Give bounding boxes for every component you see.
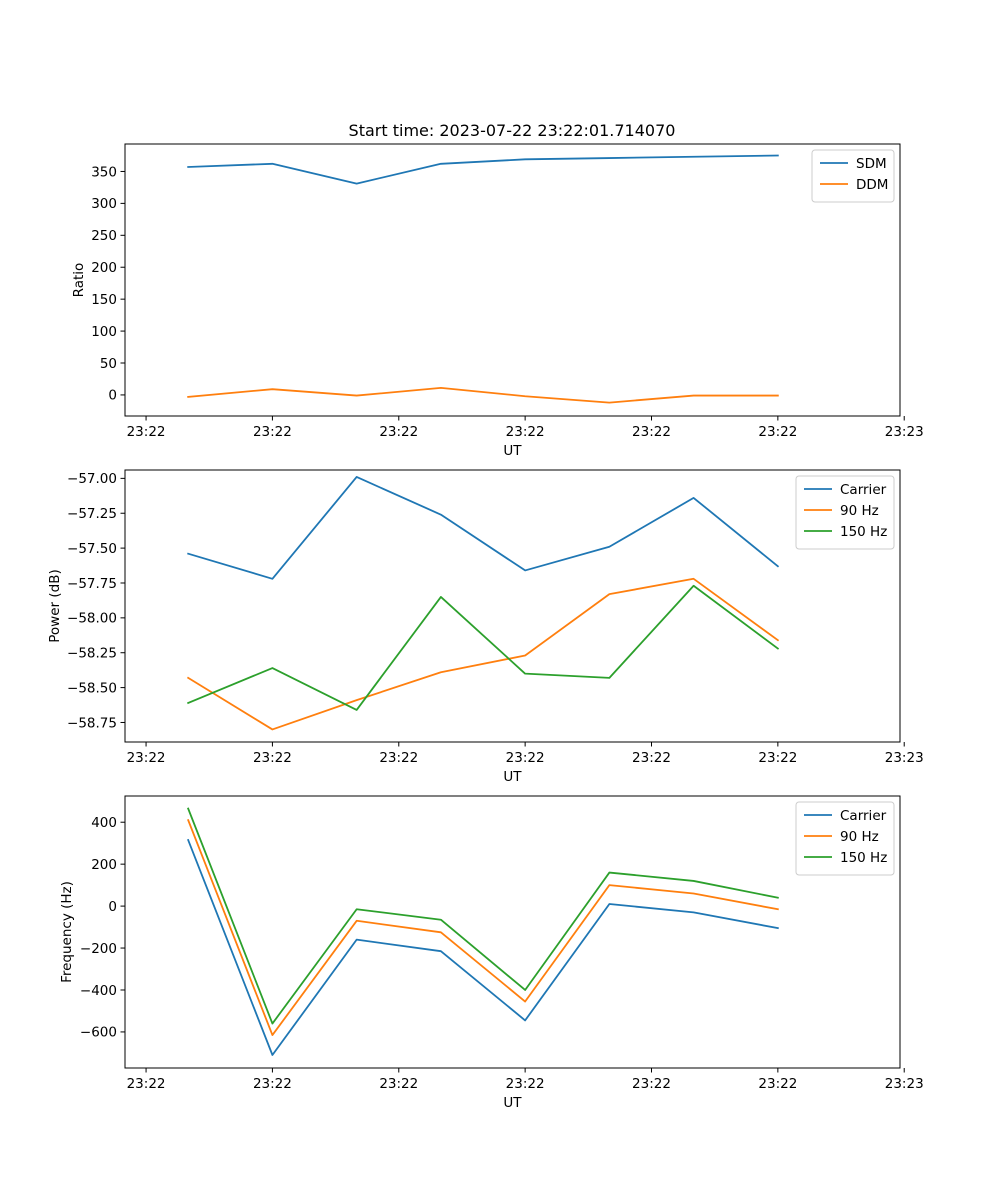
y-axis-label: Ratio [71, 263, 87, 298]
legend-label-carrier: Carrier [840, 808, 887, 824]
axes-frame [124, 469, 901, 743]
legend-label-90-hz: 90 Hz [840, 503, 879, 519]
legend: Carrier 90 Hz 150 Hz [795, 801, 895, 876]
series-line-carrier [187, 838, 779, 1056]
legend-label-ddm: DDM [856, 177, 888, 193]
y-tick-label: 100 [91, 324, 117, 340]
series-line-ddm [187, 387, 779, 404]
y-tick-label: 200 [91, 260, 117, 276]
y-tick-label: −58.75 [67, 715, 117, 731]
x-axis-label: UT [503, 769, 522, 785]
axes-frame [124, 143, 901, 417]
series-line-carrier [187, 476, 780, 580]
x-tick-label: 23:22 [379, 1076, 418, 1092]
y-tick-label: −58.50 [67, 680, 117, 696]
y-tick-label: −58.00 [67, 611, 117, 627]
y-tick-label: −57.50 [67, 541, 117, 557]
y-tick-label: 0 [108, 388, 117, 404]
legend-label-90-hz: 90 Hz [840, 829, 879, 845]
y-tick-label: −57.25 [67, 506, 117, 522]
x-tick-label: 23:22 [253, 1076, 292, 1092]
legend: SDM DDM [811, 149, 895, 203]
series-line-sdm [187, 154, 779, 185]
x-tick-label: 23:22 [506, 1076, 545, 1092]
legend-label-carrier: Carrier [840, 482, 887, 498]
y-tick-label: −57.75 [67, 576, 117, 592]
x-tick-label: 23:22 [506, 750, 545, 766]
x-tick-label: 23:23 [885, 424, 924, 440]
legend: Carrier 90 Hz 150 Hz [795, 475, 895, 550]
frequency-panel: 23:22 23:22 23:22 23:22 23:22 23:22 23:23 −600 −… [59, 795, 924, 1111]
y-tick-label: −57.00 [67, 471, 117, 487]
y-tick-label: 0 [108, 899, 117, 915]
y-tick-label: 350 [91, 164, 117, 180]
x-tick-label: 23:22 [379, 424, 418, 440]
x-tick-label: 23:22 [632, 424, 671, 440]
y-tick-label: 150 [91, 292, 117, 308]
x-tick-label: 23:22 [506, 424, 545, 440]
y-tick-label: −600 [80, 1025, 117, 1041]
x-tick-label: 23:22 [758, 1076, 797, 1092]
legend-label-150-hz: 150 Hz [840, 850, 887, 866]
x-axis-label: UT [503, 443, 522, 459]
x-tick-label: 23:23 [885, 750, 924, 766]
x-tick-label: 23:22 [632, 1076, 671, 1092]
power-panel: 23:22 23:22 23:22 23:22 23:22 23:22 23:23 −58.7… [47, 469, 924, 785]
y-tick-label: −58.25 [67, 646, 117, 662]
x-tick-label: 23:22 [253, 750, 292, 766]
x-axis-label: UT [503, 1095, 522, 1111]
y-tick-label: 300 [91, 196, 117, 212]
legend-label-sdm: SDM [856, 156, 887, 172]
x-tick-label: 23:22 [253, 424, 292, 440]
y-tick-label: 200 [91, 857, 117, 873]
y-tick-label: 400 [91, 815, 117, 831]
y-axis-label: Power (dB) [47, 569, 63, 642]
x-tick-label: 23:22 [379, 750, 418, 766]
x-tick-label: 23:22 [127, 424, 166, 440]
ratio-panel: 23:22 23:22 23:22 23:22 23:22 23:22 23:23 0 50 10… [71, 143, 924, 459]
y-tick-label: −200 [80, 941, 117, 957]
x-tick-label: 23:22 [758, 750, 797, 766]
figure-title: Start time: 2023-07-22 23:22:01.714070 [349, 121, 676, 140]
y-tick-label: 50 [100, 356, 117, 372]
series-line-90-hz [186, 577, 780, 731]
axes-frame [124, 795, 901, 1069]
y-tick-label: 250 [91, 228, 117, 244]
x-tick-label: 23:22 [127, 750, 166, 766]
series-line-150-hz [187, 584, 780, 711]
x-tick-label: 23:22 [632, 750, 671, 766]
y-axis-label: Frequency (Hz) [59, 881, 75, 983]
y-tick-label: −400 [80, 983, 117, 999]
x-tick-label: 23:22 [758, 424, 797, 440]
x-tick-label: 23:22 [127, 1076, 166, 1092]
series-line-150-hz [187, 807, 779, 1025]
series-line-90-hz [187, 818, 779, 1036]
x-tick-label: 23:23 [885, 1076, 924, 1092]
legend-label-150-hz: 150 Hz [840, 524, 887, 540]
